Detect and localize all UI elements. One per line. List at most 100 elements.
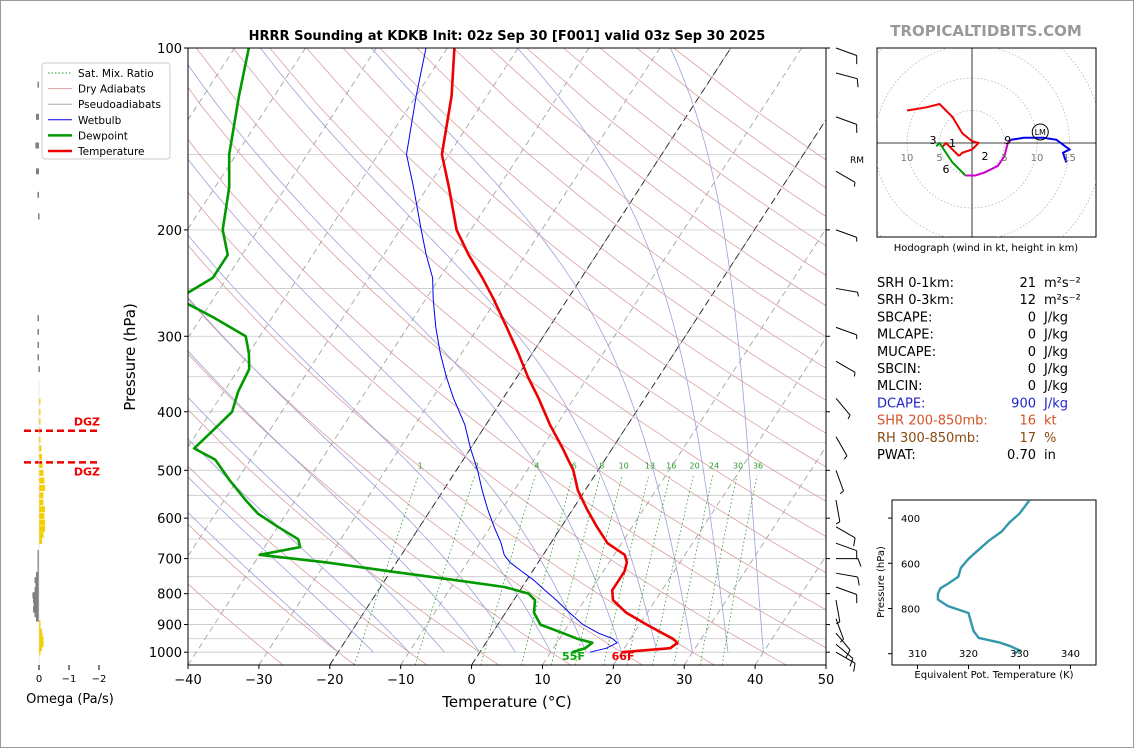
isotherm-line bbox=[754, 555, 826, 665]
stat-label: SBCAPE: bbox=[877, 310, 932, 325]
wind-barb bbox=[835, 397, 851, 420]
isotherm-line bbox=[188, 48, 448, 448]
wind-barb bbox=[835, 170, 856, 187]
stat-unit: J/kg bbox=[1043, 328, 1068, 343]
moist-adiabat-line bbox=[188, 297, 516, 653]
omega-bar bbox=[39, 525, 45, 532]
dry-adiabat-line bbox=[342, 48, 826, 434]
stat-unit: J/kg bbox=[1043, 362, 1068, 377]
moist-adiabat-line bbox=[260, 48, 658, 653]
omega-bar bbox=[39, 645, 42, 652]
mixing-ratio-line bbox=[353, 475, 419, 665]
omega-bar bbox=[39, 649, 41, 656]
y-tick-label: 600 bbox=[157, 512, 182, 527]
wind-barb bbox=[835, 287, 859, 297]
stat-unit: kt bbox=[1044, 414, 1057, 429]
stat-label: MUCAPE: bbox=[877, 345, 936, 360]
x-tick-label: −20 bbox=[316, 673, 343, 688]
omega-bar bbox=[39, 506, 45, 513]
surface-label: 55F bbox=[562, 650, 585, 663]
mixing-ratio-line bbox=[652, 475, 694, 665]
omega-bar bbox=[36, 168, 39, 175]
omega-bar bbox=[39, 512, 45, 519]
wind-barb bbox=[835, 586, 858, 604]
wind-barb bbox=[835, 618, 844, 643]
mixing-ratio-label: 1 bbox=[418, 461, 423, 470]
omega-bar bbox=[34, 611, 39, 618]
omega-label: Omega (Pa/s) bbox=[26, 692, 114, 707]
dry-adiabat-line bbox=[416, 48, 826, 369]
x-axis-label: Temperature (°C) bbox=[441, 693, 571, 711]
omega-bar bbox=[39, 469, 44, 476]
x-axis-ticks: −40 −30 −20 −10 0 10 20 30 40 50 bbox=[174, 665, 834, 688]
mixing-ratio-label: 4 bbox=[534, 461, 539, 470]
omega-bar bbox=[39, 408, 41, 415]
wind-barb bbox=[835, 326, 858, 340]
omega-bar bbox=[37, 341, 39, 348]
isotherm-line bbox=[683, 446, 826, 665]
dry-adiabat-line bbox=[188, 353, 571, 665]
y-tick-label: 500 bbox=[157, 464, 182, 479]
omega-bar bbox=[39, 485, 45, 492]
x-tick-label: 0 bbox=[467, 673, 475, 688]
legend-entry: Sat. Mix. Ratio bbox=[78, 68, 154, 80]
mixing-ratio-line bbox=[699, 475, 738, 665]
omega-bar bbox=[33, 597, 39, 604]
omega-bar bbox=[37, 81, 39, 88]
legend-entry: Dry Adiabats bbox=[78, 84, 146, 96]
stat-value: 0 bbox=[1028, 345, 1036, 360]
wind-barb bbox=[835, 600, 841, 625]
dry-adiabat-line bbox=[453, 48, 826, 338]
mixing-ratio-label: 6 bbox=[572, 461, 577, 470]
theta-e-profile bbox=[936, 500, 1031, 655]
legend-entry: Dewpoint bbox=[78, 130, 128, 142]
dry-adiabat-line bbox=[188, 138, 826, 649]
mixing-ratio-line bbox=[721, 475, 758, 665]
key-isotherm-line bbox=[471, 118, 826, 665]
omega-bar bbox=[39, 637, 44, 644]
dgz-label: DGZ bbox=[74, 465, 100, 478]
stat-unit: J/kg bbox=[1043, 345, 1068, 360]
omega-tick-label: −2 bbox=[92, 674, 107, 685]
legend-box bbox=[41, 62, 171, 160]
theta-e-frame bbox=[891, 499, 1097, 666]
omega-bar bbox=[37, 315, 39, 322]
mixing-ratio-line bbox=[550, 475, 601, 665]
stat-value: 16 bbox=[1019, 414, 1036, 429]
legend-entry: Temperature bbox=[77, 146, 145, 158]
x-tick-label: 30 bbox=[676, 673, 693, 688]
mixing-ratio-label: 20 bbox=[690, 461, 700, 470]
wind-barb bbox=[835, 499, 841, 525]
temperature-line bbox=[440, 48, 679, 654]
theta-e-y-label: Pressure (hPa) bbox=[876, 546, 887, 618]
isotherm-line bbox=[188, 48, 590, 665]
omega-bars: DGZ DGZ bbox=[24, 81, 100, 656]
hodograph-height-label: 3 bbox=[930, 134, 937, 147]
theta-e-x-tick-label: 330 bbox=[1010, 649, 1029, 660]
dry-adiabat-line bbox=[379, 48, 826, 401]
stat-unit: J/kg bbox=[1043, 379, 1068, 394]
x-tick-label: −30 bbox=[245, 673, 272, 688]
legend: Sat. Mix. Ratio Dry Adiabats Pseudoadiabat… bbox=[41, 62, 171, 160]
stat-value: 0 bbox=[1028, 310, 1036, 325]
x-tick-label: −10 bbox=[387, 673, 414, 688]
isotherm-line bbox=[612, 337, 826, 665]
omega-bar bbox=[39, 641, 44, 648]
stat-value: 900 bbox=[1011, 396, 1036, 411]
omega-bar bbox=[39, 462, 43, 469]
stats-table: SRH 0-1km: 21 m²s⁻² SRH 0-3km: 12 m²s⁻² SBCAPE… bbox=[877, 276, 1081, 463]
y-tick-label: 700 bbox=[157, 553, 182, 568]
omega-bar bbox=[39, 532, 44, 539]
wind-barb bbox=[835, 470, 844, 495]
omega-bar bbox=[39, 499, 44, 506]
omega-bar bbox=[37, 561, 39, 568]
moist-adiabat-line bbox=[188, 396, 445, 653]
mixing-ratio-label: 36 bbox=[753, 461, 763, 470]
moist-adiabat-line bbox=[188, 234, 552, 653]
hodograph-frame bbox=[876, 47, 1097, 238]
wetbulb-line bbox=[406, 48, 618, 653]
wind-barb bbox=[835, 116, 858, 133]
y-tick-label: 400 bbox=[157, 406, 182, 421]
omega-bar bbox=[37, 354, 39, 361]
hodograph-height-label: 2 bbox=[982, 150, 989, 163]
